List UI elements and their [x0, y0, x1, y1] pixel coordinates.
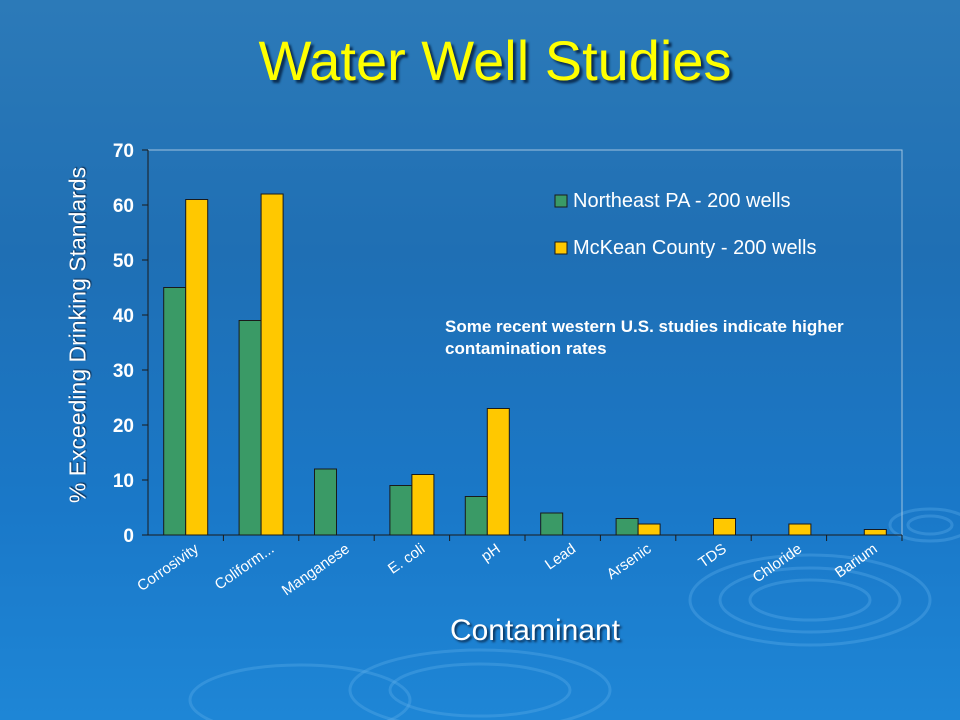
- x-tick-label: Coliform...: [212, 540, 278, 593]
- bar-series-1-coliform: [238, 320, 262, 536]
- bar-series-2-chloride: [788, 523, 812, 536]
- bar-series-2-e-coli: [411, 474, 435, 536]
- x-tick-label: Manganese: [279, 540, 353, 599]
- bar-series-1-lead: [540, 512, 564, 536]
- x-tick-label: Corrosivity: [134, 540, 202, 595]
- bar-series-1-arsenic: [615, 518, 639, 536]
- bar-series-1-corrosivity: [163, 287, 187, 536]
- y-tick-label: 30: [113, 361, 134, 382]
- legend: Northeast PA - 200 wells McKean County -…: [554, 190, 816, 259]
- y-tick-label: 60: [113, 196, 134, 217]
- bar-series-2-ph: [486, 408, 510, 536]
- legend-label-series-1: Northeast PA - 200 wells: [573, 190, 791, 212]
- y-axis-title: % Exceeding Drinking Standards: [64, 166, 91, 504]
- y-tick-label: 20: [113, 416, 134, 437]
- x-tick-label: Chloride: [750, 540, 806, 586]
- x-tick-label: E. coli: [385, 540, 428, 577]
- bar-series-2-arsenic: [637, 523, 661, 536]
- legend-swatch-series-1: [554, 194, 568, 208]
- bar-series-2-barium: [863, 529, 887, 536]
- x-tick-label: Barium: [832, 540, 881, 581]
- bar-series-1-e-coli: [389, 485, 413, 536]
- y-tick-label: 50: [113, 251, 134, 272]
- slide-title: Water Well Studies: [258, 29, 732, 92]
- bar-series-1-manganese: [314, 468, 337, 536]
- x-tick-label: Lead: [542, 540, 579, 573]
- x-tick-label: TDS: [695, 540, 729, 571]
- bar-series-2-corrosivity: [185, 199, 209, 536]
- annotation-note: Some recent western U.S. studies indicat…: [445, 317, 844, 358]
- x-tick-label: Arsenic: [604, 540, 655, 583]
- legend-label-series-2: McKean County - 200 wells: [573, 237, 816, 259]
- legend-swatch-series-2: [554, 241, 568, 255]
- y-tick-label: 40: [113, 306, 134, 327]
- bar-series-1-ph: [464, 496, 488, 536]
- bar-series-2-coliform: [260, 193, 284, 536]
- bar-series-2-tds: [713, 518, 736, 536]
- x-tick-label: pH: [478, 540, 503, 565]
- y-tick-label: 10: [113, 471, 134, 492]
- x-axis-title: Contaminant: [449, 614, 621, 647]
- y-tick-label: 70: [113, 141, 134, 162]
- y-tick-label: 0: [123, 526, 134, 547]
